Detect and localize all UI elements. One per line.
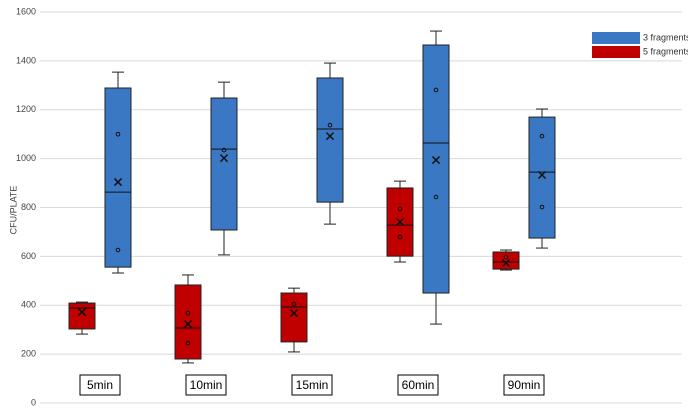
box bbox=[104, 87, 132, 268]
y-tick-label: 1200 bbox=[16, 104, 36, 114]
data-point bbox=[185, 310, 191, 316]
mean-marker bbox=[501, 258, 511, 268]
y-tick-label: 800 bbox=[21, 202, 36, 212]
y-tick-label: 200 bbox=[21, 349, 36, 359]
x-tick-label: 5min bbox=[87, 378, 113, 392]
x-tick-label: 90min bbox=[508, 378, 541, 392]
box bbox=[316, 77, 344, 203]
box bbox=[68, 302, 96, 330]
y-tick-label: 400 bbox=[21, 300, 36, 310]
y-tick-label: 0 bbox=[31, 397, 36, 407]
data-point bbox=[185, 340, 191, 346]
legend-swatch bbox=[592, 32, 640, 44]
mean-marker bbox=[537, 170, 547, 180]
y-tick-label: 1400 bbox=[16, 55, 36, 65]
y-axis-label: CFU/PLATE bbox=[8, 186, 18, 235]
mean-marker bbox=[431, 156, 441, 165]
legend-label: 5 fragments bbox=[643, 46, 688, 56]
x-tick-label: 15min bbox=[296, 378, 329, 392]
y-tick-label: 1600 bbox=[16, 6, 36, 16]
data-point bbox=[115, 131, 121, 137]
box bbox=[528, 116, 556, 239]
box bbox=[210, 97, 238, 231]
data-point bbox=[327, 122, 333, 128]
mean-marker bbox=[325, 132, 335, 141]
box bbox=[280, 292, 308, 343]
box bbox=[174, 284, 202, 360]
category-box bbox=[291, 374, 333, 396]
mean-marker bbox=[219, 154, 229, 163]
mean-marker bbox=[113, 178, 123, 187]
category-box bbox=[185, 374, 227, 396]
mean-marker bbox=[289, 309, 299, 318]
x-tick-label: 10min bbox=[190, 378, 223, 392]
category-box bbox=[79, 374, 121, 396]
legend-label: 3 fragments bbox=[643, 32, 688, 42]
data-point bbox=[433, 194, 439, 200]
data-point bbox=[397, 234, 403, 240]
data-point bbox=[433, 87, 439, 93]
category-box bbox=[397, 374, 439, 396]
box bbox=[492, 251, 520, 270]
data-point bbox=[539, 204, 545, 210]
y-tick-label: 1000 bbox=[16, 153, 36, 163]
data-point bbox=[397, 206, 403, 212]
x-tick-label: 60min bbox=[402, 378, 435, 392]
data-point bbox=[115, 247, 121, 253]
data-point bbox=[221, 147, 227, 153]
box bbox=[422, 44, 450, 294]
data-point bbox=[539, 133, 545, 139]
data-point bbox=[503, 254, 509, 260]
data-point bbox=[291, 301, 297, 307]
mean-marker bbox=[183, 320, 193, 329]
mean-marker bbox=[395, 217, 405, 226]
y-tick-label: 600 bbox=[21, 251, 36, 261]
legend-swatch bbox=[592, 46, 640, 58]
mean-marker bbox=[77, 308, 87, 317]
category-box bbox=[503, 374, 545, 396]
